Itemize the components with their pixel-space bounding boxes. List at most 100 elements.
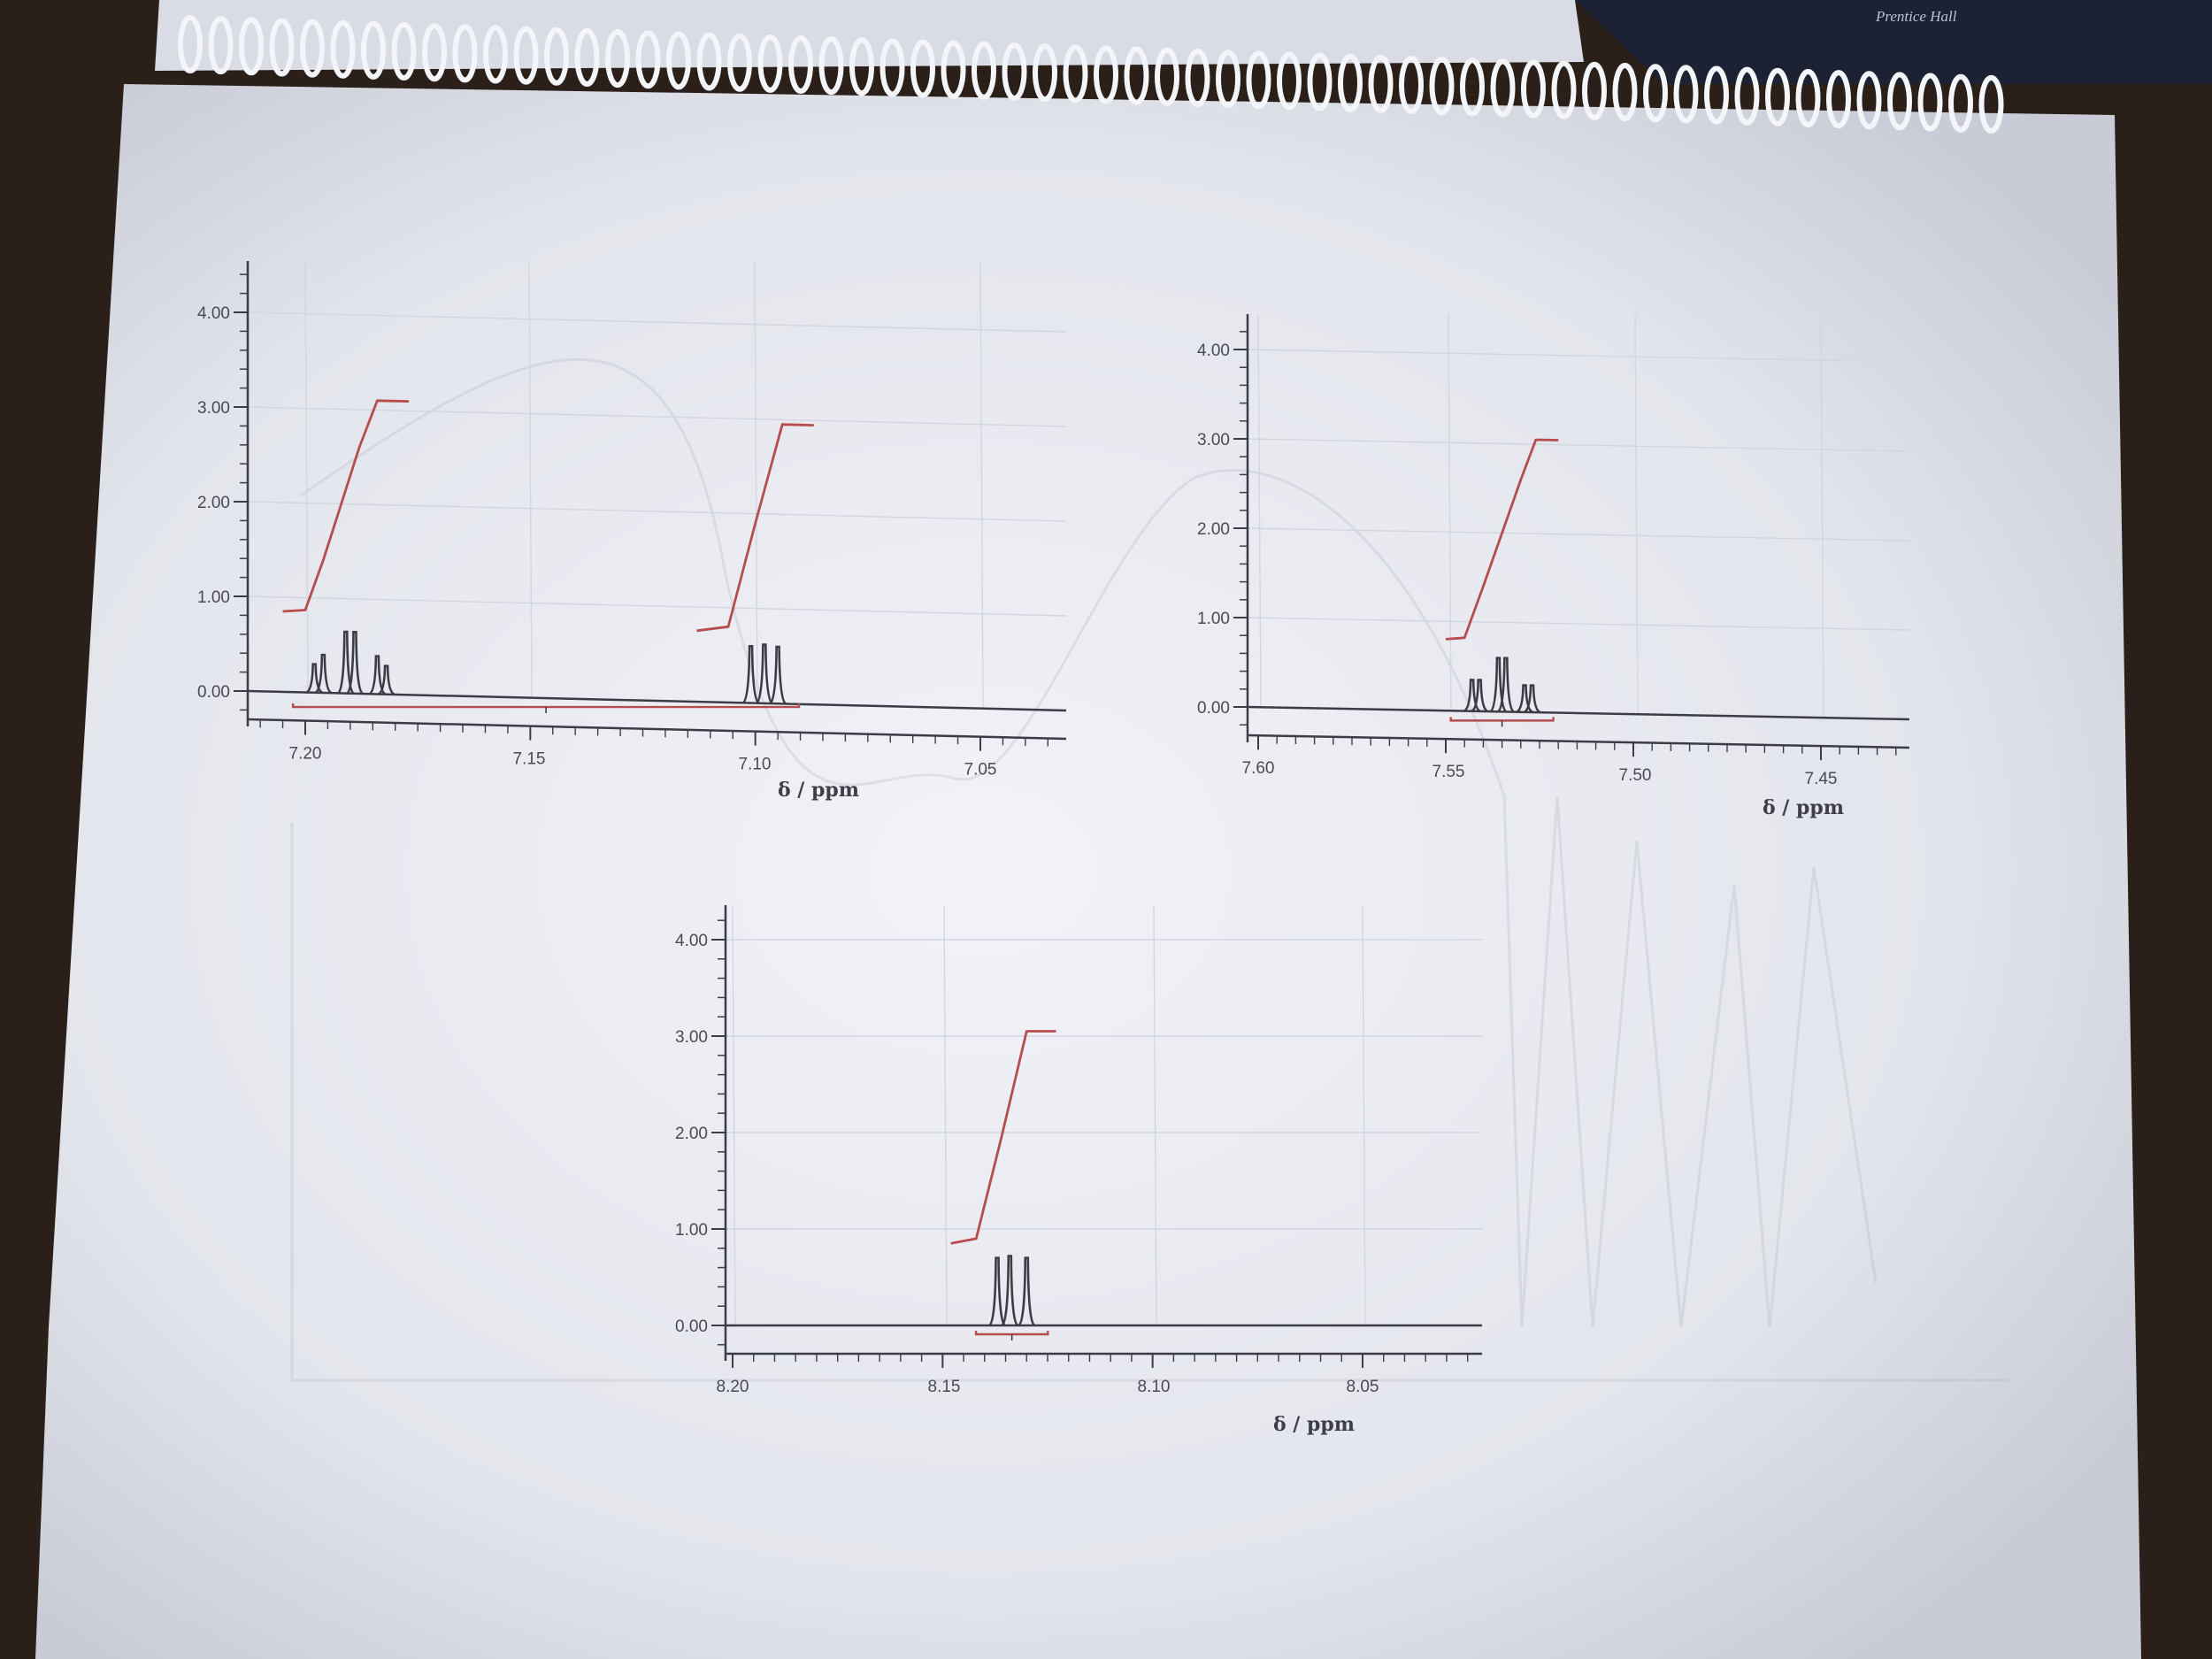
nmr-chart-3: 0.00 1.00 2.00 3.00 4.00 8.20 8.15 8.10 8.05 δ / … <box>675 904 1482 1436</box>
bleed-through-ir-spectrum <box>290 357 2008 1382</box>
nmr-chart-1: 0.00 1.00 2.00 3.00 4.00 7.20 7.15 7.10 7.05 δ / … <box>197 260 1067 802</box>
spectrum-peak <box>346 631 364 695</box>
y-tick-label: 4.00 <box>197 304 230 323</box>
spectrum-peak <box>769 645 787 705</box>
spiral-binding <box>178 15 2004 134</box>
spiral-ring <box>1185 48 1210 107</box>
y-tick-label: 3.00 <box>1197 431 1230 449</box>
x-axis-label: δ / ppm <box>1763 796 1844 819</box>
nmr-chart-2: 0.00 1.00 2.00 3.00 4.00 7.60 7.55 7.50 7.45 δ / … <box>1197 313 1910 819</box>
spiral-ring <box>941 40 966 99</box>
x-tick-label: 7.15 <box>513 750 546 769</box>
y-tick-label: 2.00 <box>1197 520 1230 539</box>
book-cover <box>1575 0 2212 84</box>
y-tick-label: 1.00 <box>197 588 230 607</box>
x-tick-label: 7.20 <box>289 745 322 764</box>
spiral-ring <box>544 27 569 86</box>
spiral-ring <box>879 38 905 97</box>
spiral-ring <box>1155 47 1179 106</box>
spectrum-peak <box>377 664 396 695</box>
integral-curve <box>950 1030 1056 1245</box>
y-tick-label: 4.00 <box>675 932 708 950</box>
spiral-ring <box>727 33 752 92</box>
spiral-ring <box>910 39 935 98</box>
x-tick-label: 7.50 <box>1619 766 1652 785</box>
x-axis <box>1247 733 1910 749</box>
y-tick-label: 1.00 <box>1197 610 1230 628</box>
spiral-ring <box>696 32 722 91</box>
x-tick-label: 8.20 <box>717 1378 749 1396</box>
spiral-ring <box>1917 73 1943 132</box>
x-tick-label: 7.45 <box>1805 770 1838 788</box>
spiral-ring <box>513 26 539 85</box>
x-tick-label: 7.05 <box>964 761 997 780</box>
integral-curve <box>1445 438 1559 641</box>
spiral-ring <box>1338 53 1363 112</box>
integral-curve <box>282 399 410 613</box>
x-tick-label: 8.10 <box>1138 1378 1171 1396</box>
spiral-ring <box>1216 50 1240 109</box>
spiral-ring <box>1826 70 1851 129</box>
spectrum-peak <box>1496 657 1515 713</box>
spiral-ring <box>1765 67 1790 127</box>
x-axis-label: δ / ppm <box>778 779 859 802</box>
integration-bracket <box>291 703 801 709</box>
spiral-ring <box>1521 59 1546 119</box>
spiral-ring <box>330 19 356 79</box>
y-tick-label: 0.00 <box>675 1317 708 1336</box>
spiral-ring <box>1887 72 1912 131</box>
spiral-ring <box>1002 42 1027 102</box>
y-tick-label: 4.00 <box>1197 342 1230 360</box>
grid <box>726 904 1482 1326</box>
publisher-text: Prentice Hall <box>1875 8 1957 25</box>
y-tick-label: 3.00 <box>675 1028 708 1047</box>
x-tick-label: 7.60 <box>1242 759 1275 778</box>
spiral-ring <box>1399 56 1424 114</box>
spiral-ring <box>1368 54 1394 113</box>
integral-curve <box>696 423 814 633</box>
spiral-ring <box>1307 52 1333 111</box>
spiral-ring <box>1429 57 1455 116</box>
spiral-ring <box>849 37 874 96</box>
x-tick-label: 7.10 <box>739 756 772 774</box>
spiral-ring <box>757 34 783 93</box>
x-axis-label: δ / ppm <box>1273 1413 1355 1436</box>
spiral-ring <box>788 35 813 94</box>
paper-page <box>35 84 2141 1659</box>
spiral-ring <box>239 17 264 76</box>
spectrum-peak <box>988 1256 1006 1327</box>
spiral-ring <box>1612 63 1638 122</box>
spectrum-peak <box>1463 679 1481 712</box>
spiral-ring <box>1490 58 1516 118</box>
spectrum-peak <box>1471 679 1488 713</box>
y-tick-label: 2.00 <box>675 1125 708 1143</box>
spiral-ring <box>452 24 478 83</box>
spiral-ring <box>635 30 661 89</box>
spiral-ring <box>1734 66 1760 126</box>
spectrum-peak <box>1489 657 1508 713</box>
spiral-ring <box>1246 50 1271 110</box>
spiral-ring <box>1978 74 2004 134</box>
y-tick-label: 3.00 <box>197 399 230 418</box>
spiral-ring <box>1704 65 1729 125</box>
spiral-ring <box>1673 65 1699 124</box>
spiral-ring <box>361 20 386 80</box>
spectrum-peak <box>1516 684 1533 714</box>
spiral-ring <box>269 18 295 77</box>
spiral-ring <box>605 29 630 88</box>
spectrum-peak <box>755 643 773 705</box>
x-tick-label: 7.55 <box>1432 763 1465 781</box>
spiral-ring <box>1551 60 1577 119</box>
grid <box>247 260 1067 709</box>
y-tick-label: 2.00 <box>197 494 230 512</box>
spiral-ring <box>1094 45 1118 104</box>
x-tick-label: 8.15 <box>928 1378 961 1396</box>
grid <box>1247 313 1910 718</box>
y-tick-label: 0.00 <box>197 683 230 702</box>
spiral-ring <box>1124 46 1149 105</box>
spiral-ring <box>1948 73 1973 133</box>
spiral-ring <box>1033 43 1057 103</box>
spectrum-baseline <box>1247 705 1910 721</box>
